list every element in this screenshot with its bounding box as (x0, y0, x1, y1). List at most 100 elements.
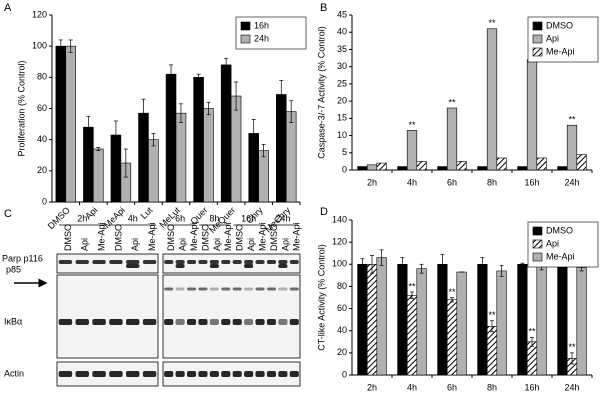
bar (203, 108, 214, 203)
y-tick-label: 25 (337, 78, 347, 88)
bar (406, 294, 418, 376)
error-bar (141, 98, 146, 128)
y-tick-label: 0 (342, 164, 347, 174)
annotation: ** (488, 18, 496, 28)
blot-band (142, 319, 157, 325)
bar (165, 73, 177, 203)
error-bar (370, 255, 374, 274)
blot-band (109, 319, 123, 325)
blot-band (266, 287, 277, 291)
legend-label: 24h (254, 33, 269, 43)
blot-band (209, 371, 219, 377)
time-label: 4h (128, 213, 138, 223)
blot-band (289, 319, 299, 325)
bar (536, 157, 547, 171)
error-bar (96, 147, 101, 151)
y-tick-label: 0 (342, 369, 347, 379)
lane-label: Api (212, 238, 222, 251)
x-tick-label: 2h (367, 177, 377, 187)
bar (477, 166, 488, 171)
legend-label: Api (546, 238, 559, 248)
blot-strip (162, 274, 301, 359)
blot-strip (56, 274, 159, 359)
error-bar (224, 58, 229, 72)
blot-band (109, 260, 123, 264)
blot-band (221, 260, 231, 264)
bar (230, 95, 242, 203)
error-bar (530, 337, 534, 347)
lane-label: Api (246, 238, 256, 251)
bar (397, 166, 408, 171)
bar (397, 263, 408, 376)
blot-band (278, 264, 288, 268)
x-tick-label: 4h (407, 382, 417, 392)
blot-band (266, 371, 277, 377)
time-label: 8h (209, 213, 219, 223)
bar (55, 45, 67, 203)
lane-label: Api (178, 238, 188, 251)
error-bar (86, 115, 91, 139)
legend-swatch (532, 34, 543, 44)
y-tick-label: 80 (337, 281, 347, 291)
panel-label: B (320, 2, 327, 14)
blot-band (109, 371, 123, 377)
legend-swatch (532, 47, 543, 57)
error-bar (289, 100, 294, 123)
error-bar (450, 297, 454, 303)
bar (517, 263, 528, 376)
lane-label: DMSO (269, 224, 279, 251)
y-tick-label: 45 (337, 9, 347, 19)
blot-band (92, 319, 106, 325)
annotation: ** (568, 342, 576, 352)
lane-label: Me-Api (223, 222, 233, 251)
bar (148, 139, 159, 203)
error-bar (261, 143, 266, 158)
blot-band (126, 371, 140, 377)
blot-band (266, 260, 277, 264)
y-tick-label: 35 (337, 44, 347, 54)
lane-label: Me-Api (257, 222, 267, 251)
bar (526, 59, 538, 171)
blot-band (266, 319, 277, 325)
error-bar (400, 257, 405, 272)
bar (576, 154, 587, 171)
blot-strip (162, 253, 301, 274)
blot-band (126, 264, 140, 268)
error-bar (206, 101, 211, 116)
error-bar (499, 265, 504, 277)
bar (406, 130, 418, 171)
legend-label: DMSO (546, 225, 573, 235)
bar (557, 166, 568, 171)
legend-swatch (532, 239, 543, 249)
bar (566, 124, 578, 171)
blot-band (209, 319, 219, 325)
blot-band (221, 287, 231, 291)
bar (526, 341, 538, 376)
blot-band (289, 260, 299, 264)
blot-band (164, 319, 174, 325)
blot-band (221, 319, 231, 325)
bar (486, 325, 498, 376)
blot-band (164, 287, 174, 291)
blot-strip (56, 253, 159, 274)
blot-band (278, 287, 288, 291)
bar (366, 164, 378, 171)
blot-band (175, 371, 185, 377)
blot-band (92, 260, 106, 264)
blot-band (175, 264, 185, 268)
x-tick-label: 6h (447, 382, 457, 392)
blot-band (142, 371, 157, 377)
blot-band (255, 260, 265, 264)
error-bar (251, 119, 256, 148)
y-tick-label: 120 (32, 9, 47, 19)
error-bar (169, 64, 174, 84)
bar (93, 148, 104, 203)
y-tick-label: 60 (37, 103, 47, 113)
blot-band (198, 287, 208, 291)
blot-band (58, 371, 73, 377)
row-label: Actin (4, 368, 24, 378)
blot-band (175, 260, 185, 264)
legend-label: Me-Api (546, 46, 575, 56)
y-tick-label: 120 (332, 237, 347, 247)
bar (175, 112, 187, 203)
